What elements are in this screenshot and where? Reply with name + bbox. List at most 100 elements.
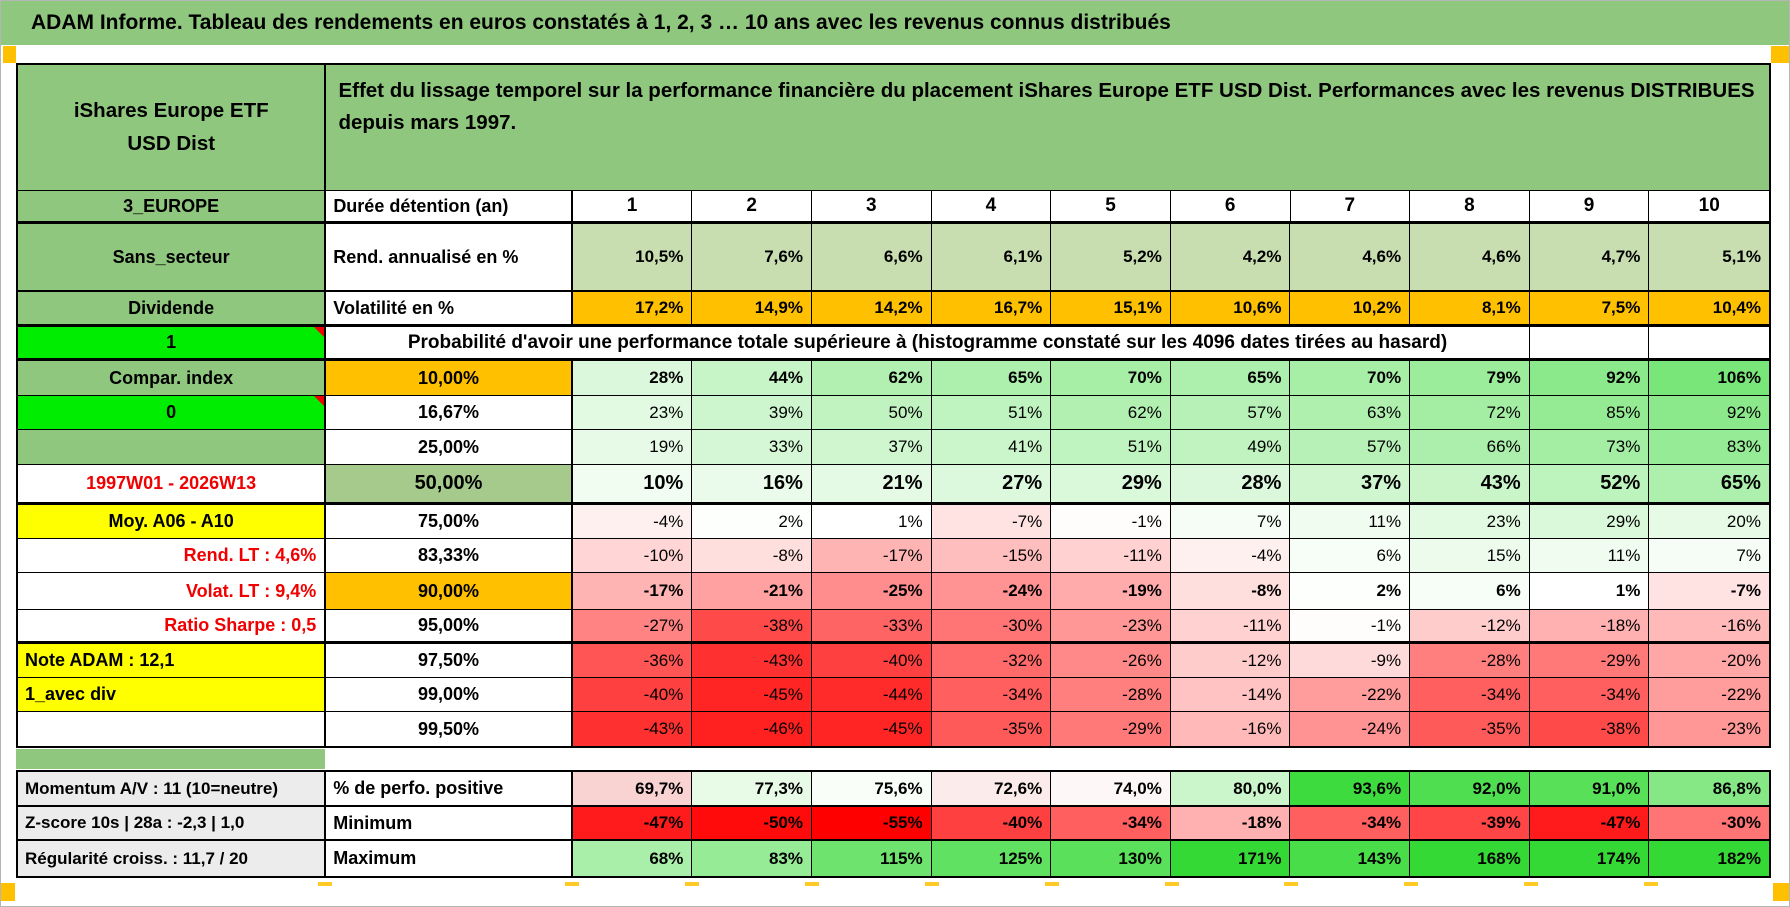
probability-value[interactable]: 70%: [1051, 361, 1171, 396]
summary-value[interactable]: 83%: [692, 841, 812, 876]
probability-value[interactable]: -14%: [1170, 678, 1291, 712]
summary-value[interactable]: -40%: [931, 807, 1052, 841]
probability-value[interactable]: 57%: [1290, 430, 1411, 465]
year-column-header[interactable]: 6: [1170, 191, 1291, 224]
probability-value[interactable]: 106%: [1649, 361, 1769, 396]
volatility-value[interactable]: 15,1%: [1051, 292, 1171, 327]
probability-value[interactable]: -34%: [1410, 678, 1530, 712]
summary-value[interactable]: 92,0%: [1410, 772, 1530, 807]
probability-value[interactable]: -32%: [931, 644, 1052, 678]
summary-value[interactable]: 72,6%: [931, 772, 1052, 807]
summary-value[interactable]: -30%: [1649, 807, 1769, 841]
summary-row-label[interactable]: Z-score 10s | 28a : -2,3 | 1,0: [18, 807, 327, 841]
year-column-header[interactable]: 1: [572, 191, 693, 224]
volatility-value[interactable]: 10,2%: [1290, 292, 1411, 327]
year-column-header[interactable]: 3: [812, 191, 932, 224]
probability-value[interactable]: -30%: [931, 610, 1052, 644]
summary-value[interactable]: 93,6%: [1290, 772, 1411, 807]
summary-value[interactable]: 125%: [931, 841, 1052, 876]
probability-value[interactable]: 11%: [1529, 539, 1650, 573]
quantile-threshold-cell[interactable]: 10,00%: [326, 361, 573, 396]
annualized-return-value[interactable]: 10,5%: [572, 224, 693, 292]
label-cell-dividende[interactable]: Dividende: [18, 292, 327, 327]
year-column-header[interactable]: 7: [1290, 191, 1411, 224]
probability-value[interactable]: -16%: [1170, 712, 1291, 746]
probability-value[interactable]: 65%: [931, 361, 1052, 396]
summary-value[interactable]: -55%: [811, 807, 932, 841]
probability-value[interactable]: 57%: [1170, 396, 1291, 430]
probability-value[interactable]: 15%: [1410, 539, 1530, 573]
probability-value[interactable]: -8%: [692, 539, 812, 573]
probability-value[interactable]: -28%: [1410, 644, 1530, 678]
annualized-return-value[interactable]: 4,2%: [1170, 224, 1291, 292]
probability-value[interactable]: -17%: [811, 539, 932, 573]
probability-value[interactable]: 65%: [1170, 361, 1291, 396]
probability-value[interactable]: 28%: [1170, 465, 1291, 505]
probability-value[interactable]: -1%: [1290, 610, 1411, 644]
probability-value[interactable]: 39%: [692, 396, 812, 430]
year-column-header[interactable]: 4: [931, 191, 1052, 224]
probability-value[interactable]: -23%: [1051, 610, 1171, 644]
label-cell-flag-1[interactable]: 1: [18, 327, 327, 361]
probability-value[interactable]: 37%: [1290, 465, 1411, 505]
probability-row-label[interactable]: 0: [18, 396, 327, 430]
probability-value[interactable]: 7%: [1649, 539, 1769, 573]
probability-value[interactable]: -29%: [1051, 712, 1171, 746]
quantile-threshold-cell[interactable]: 99,00%: [326, 678, 573, 712]
probability-value[interactable]: 19%: [572, 430, 693, 465]
summary-value[interactable]: -39%: [1410, 807, 1530, 841]
probability-value[interactable]: -22%: [1290, 678, 1411, 712]
probability-value[interactable]: 29%: [1051, 465, 1171, 505]
probability-row-label[interactable]: 1997W01 - 2026W13: [18, 465, 327, 505]
probability-value[interactable]: -26%: [1051, 644, 1171, 678]
year-column-header[interactable]: 9: [1529, 191, 1650, 224]
probability-row-label[interactable]: Volat. LT : 9,4%: [18, 573, 327, 610]
probability-value[interactable]: -15%: [931, 539, 1052, 573]
probability-value[interactable]: -19%: [1051, 573, 1171, 610]
summary-value[interactable]: -34%: [1290, 807, 1411, 841]
label-cell-sans-secteur[interactable]: Sans_secteur: [18, 224, 327, 292]
summary-value[interactable]: 74,0%: [1051, 772, 1171, 807]
probability-value[interactable]: -34%: [1529, 678, 1650, 712]
probability-value[interactable]: 6%: [1290, 539, 1411, 573]
volatility-value[interactable]: 16,7%: [931, 292, 1052, 327]
duration-header-cell[interactable]: Durée détention (an): [326, 191, 573, 224]
quantile-threshold-cell[interactable]: 90,00%: [326, 573, 573, 610]
summary-value[interactable]: 143%: [1290, 841, 1411, 876]
annualized-return-value[interactable]: 4,6%: [1410, 224, 1530, 292]
probability-value[interactable]: 41%: [931, 430, 1052, 465]
probability-row-label[interactable]: [18, 430, 327, 465]
probability-value[interactable]: -36%: [572, 644, 693, 678]
probability-value[interactable]: 85%: [1529, 396, 1650, 430]
quantile-threshold-cell[interactable]: 95,00%: [326, 610, 573, 644]
probability-value[interactable]: 62%: [1051, 396, 1171, 430]
quantile-threshold-cell[interactable]: 97,50%: [326, 644, 573, 678]
summary-value[interactable]: 115%: [811, 841, 932, 876]
probability-value[interactable]: -45%: [692, 678, 812, 712]
probability-value[interactable]: -33%: [811, 610, 932, 644]
probability-value[interactable]: -18%: [1529, 610, 1650, 644]
summary-rowheader[interactable]: Maximum: [326, 841, 573, 876]
probability-value[interactable]: -11%: [1170, 610, 1291, 644]
year-column-header[interactable]: 2: [692, 191, 813, 224]
volatility-value[interactable]: 17,2%: [572, 292, 693, 327]
probability-value[interactable]: -1%: [1051, 505, 1171, 539]
summary-value[interactable]: 182%: [1649, 841, 1769, 876]
summary-rowheader[interactable]: % de perfo. positive: [326, 772, 573, 807]
summary-value[interactable]: 130%: [1051, 841, 1171, 876]
probability-value[interactable]: -8%: [1170, 573, 1291, 610]
probability-row-label[interactable]: Moy. A06 - A10: [18, 505, 327, 539]
empty-cell[interactable]: [1649, 327, 1769, 361]
probability-value[interactable]: -23%: [1649, 712, 1769, 746]
summary-value[interactable]: 168%: [1410, 841, 1530, 876]
probability-value[interactable]: -45%: [811, 712, 932, 746]
probability-value[interactable]: 2%: [1290, 573, 1411, 610]
product-name-cell[interactable]: iShares Europe ETF USD Dist: [18, 65, 327, 191]
summary-value[interactable]: 91,0%: [1529, 772, 1650, 807]
probability-value[interactable]: 1%: [811, 505, 932, 539]
probability-value[interactable]: -35%: [1410, 712, 1530, 746]
probability-value[interactable]: 10%: [572, 465, 693, 505]
probability-value[interactable]: 51%: [1051, 430, 1171, 465]
probability-value[interactable]: 37%: [811, 430, 932, 465]
probability-value[interactable]: -24%: [1290, 712, 1411, 746]
